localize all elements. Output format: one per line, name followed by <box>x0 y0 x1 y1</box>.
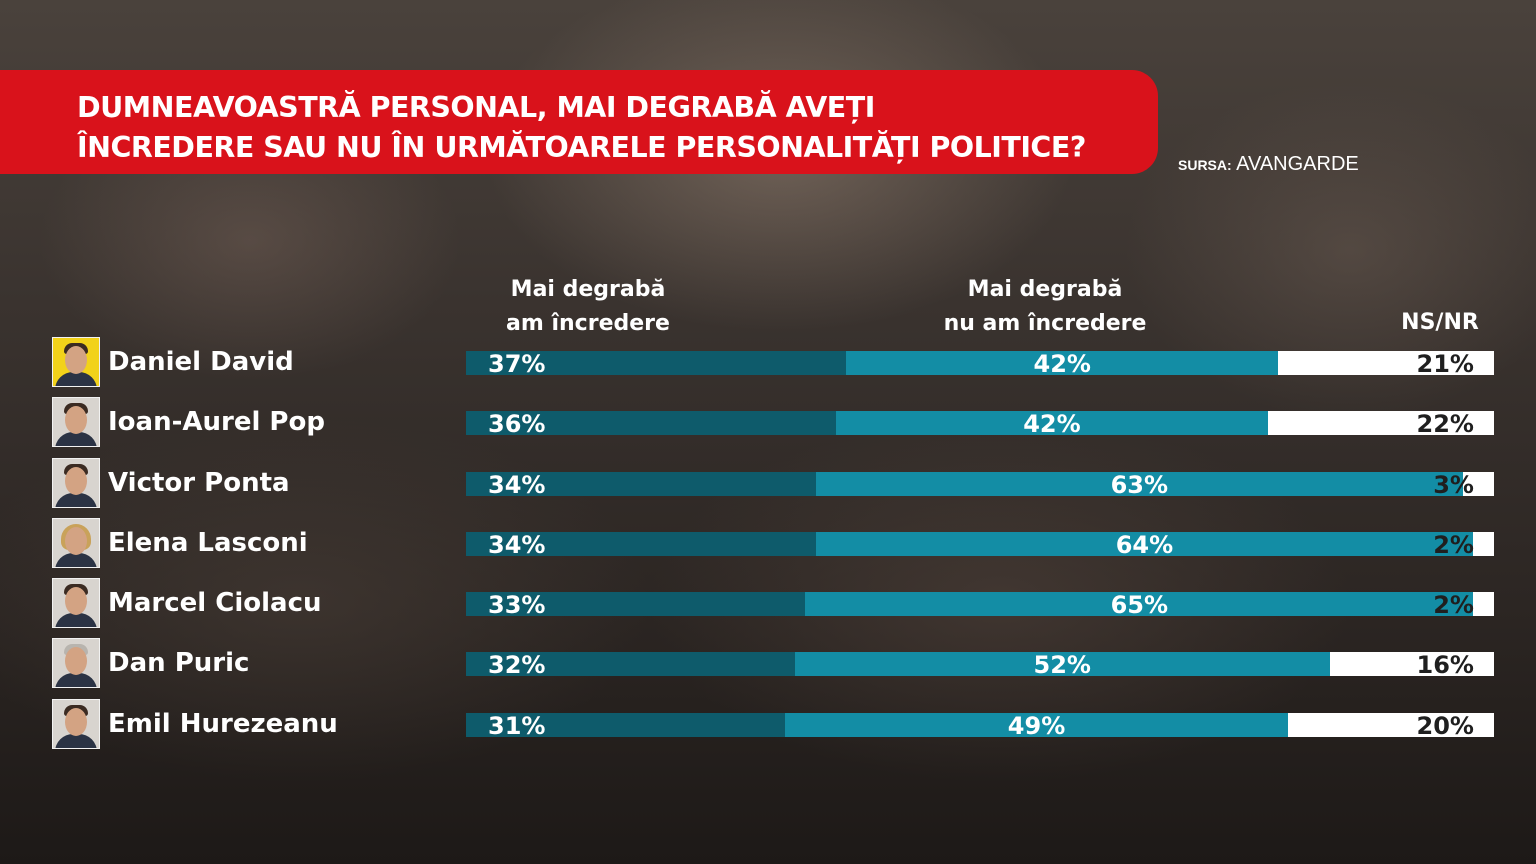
avatar-body <box>55 432 97 446</box>
bar-row: 37% 42% 21% <box>466 350 1494 378</box>
bar-nsnr: 22% <box>1267 410 1494 438</box>
bar-nsnr: 3% <box>1433 471 1494 499</box>
bar-row: 32% 52% 16% <box>466 651 1494 679</box>
avatar-body <box>55 673 97 687</box>
row-name: Elena Lasconi <box>108 528 308 558</box>
bar-nsnr: 16% <box>1329 651 1494 679</box>
bar-nsnr: 21% <box>1278 350 1494 378</box>
row-name: Victor Ponta <box>108 468 290 498</box>
bar-distrust: 64% <box>815 531 1474 559</box>
data-label: 34% <box>488 531 546 559</box>
data-label: 31% <box>488 712 546 740</box>
bar-nsnr: 20% <box>1288 712 1494 740</box>
bar-trust: 36% <box>466 410 837 438</box>
bar-nsnr: 2% <box>1433 531 1494 559</box>
data-label: 34% <box>488 471 546 499</box>
avatar-face <box>65 708 87 736</box>
source-value: AVANGARDE <box>1236 153 1359 175</box>
bar-row: 31% 49% 20% <box>466 712 1494 740</box>
data-label: 33% <box>488 591 546 619</box>
data-label: 16% <box>1416 651 1474 679</box>
avatar-face <box>65 587 87 615</box>
avatar-face <box>65 406 87 434</box>
data-label: 36% <box>488 410 546 438</box>
avatar-body <box>55 553 97 567</box>
avatar <box>52 458 100 508</box>
bar-nsnr: 2% <box>1433 591 1494 619</box>
bar-distrust: 52% <box>794 651 1330 679</box>
data-label: 20% <box>1416 712 1474 740</box>
avatar-face <box>65 346 87 374</box>
source-credit: SURSA: AVANGARDE <box>1178 153 1359 176</box>
data-label: 32% <box>488 651 546 679</box>
bar-distrust: 49% <box>784 712 1289 740</box>
data-label: 22% <box>1416 410 1474 438</box>
legend-distrust-line2: nu am încredere <box>943 311 1147 336</box>
bar-distrust: 42% <box>846 350 1279 378</box>
avatar <box>52 397 100 447</box>
bar-trust: 37% <box>466 350 847 378</box>
legend-distrust-line1: Mai degrabă <box>967 277 1123 302</box>
bar-distrust: 42% <box>836 410 1268 438</box>
avatar-body <box>55 372 97 386</box>
legend-nsnr-label: NS/NR <box>1401 310 1479 335</box>
bar-row: 33% 65% 2% <box>466 591 1494 619</box>
avatar <box>52 638 100 688</box>
avatar <box>52 518 100 568</box>
title-banner <box>0 70 1158 174</box>
avatar-body <box>55 734 97 748</box>
data-label: 37% <box>488 350 546 378</box>
bar-row: 34% 63% 3% <box>466 471 1494 499</box>
title-line-2: ÎNCREDERE SAU NU ÎN URMĂTOARELE PERSONAL… <box>77 131 1086 164</box>
avatar-body <box>55 493 97 507</box>
data-label: 65% <box>1110 591 1169 619</box>
bar-distrust: 63% <box>815 471 1464 499</box>
avatar <box>52 337 100 387</box>
avatar-face <box>65 527 87 555</box>
legend-trust: Mai degrabă am încredere <box>478 273 698 341</box>
bar-trust: 34% <box>466 471 816 499</box>
data-label: 42% <box>1023 410 1081 438</box>
bar-trust: 31% <box>466 712 785 740</box>
avatar-body <box>55 613 97 627</box>
avatar-face <box>65 647 87 675</box>
bar-trust: 33% <box>466 591 806 619</box>
chart-title: DUMNEAVOASTRĂ PERSONAL, MAI DEGRABĂ AVEȚ… <box>77 88 1157 168</box>
data-label: 42% <box>1033 350 1091 378</box>
avatar <box>52 699 100 749</box>
bar-row: 36% 42% 22% <box>466 410 1494 438</box>
legend-trust-line1: Mai degrabă <box>510 277 666 302</box>
row-name: Dan Puric <box>108 648 250 678</box>
row-name: Daniel David <box>108 347 294 377</box>
row-name: Emil Hurezeanu <box>108 709 338 739</box>
legend-trust-line2: am încredere <box>506 311 670 336</box>
row-name: Ioan-Aurel Pop <box>108 407 325 437</box>
legend-distrust: Mai degrabă nu am încredere <box>920 273 1170 341</box>
data-label: 3% <box>1433 471 1474 499</box>
legend-nsnr: NS/NR <box>1380 306 1500 340</box>
title-line-1: DUMNEAVOASTRĂ PERSONAL, MAI DEGRABĂ AVEȚ… <box>77 91 875 124</box>
data-label: 64% <box>1115 531 1174 559</box>
source-label: SURSA: <box>1178 157 1232 173</box>
data-label: 49% <box>1007 712 1066 740</box>
data-label: 52% <box>1033 651 1091 679</box>
data-label: 21% <box>1416 350 1474 378</box>
bar-trust: 32% <box>466 651 795 679</box>
data-label: 2% <box>1433 591 1474 619</box>
avatar-face <box>65 467 87 495</box>
avatar <box>52 578 100 628</box>
bar-row: 34% 64% 2% <box>466 531 1494 559</box>
data-label: 2% <box>1433 531 1474 559</box>
bar-distrust: 65% <box>805 591 1474 619</box>
row-name: Marcel Ciolacu <box>108 588 322 618</box>
data-label: 63% <box>1110 471 1169 499</box>
bar-trust: 34% <box>466 531 816 559</box>
